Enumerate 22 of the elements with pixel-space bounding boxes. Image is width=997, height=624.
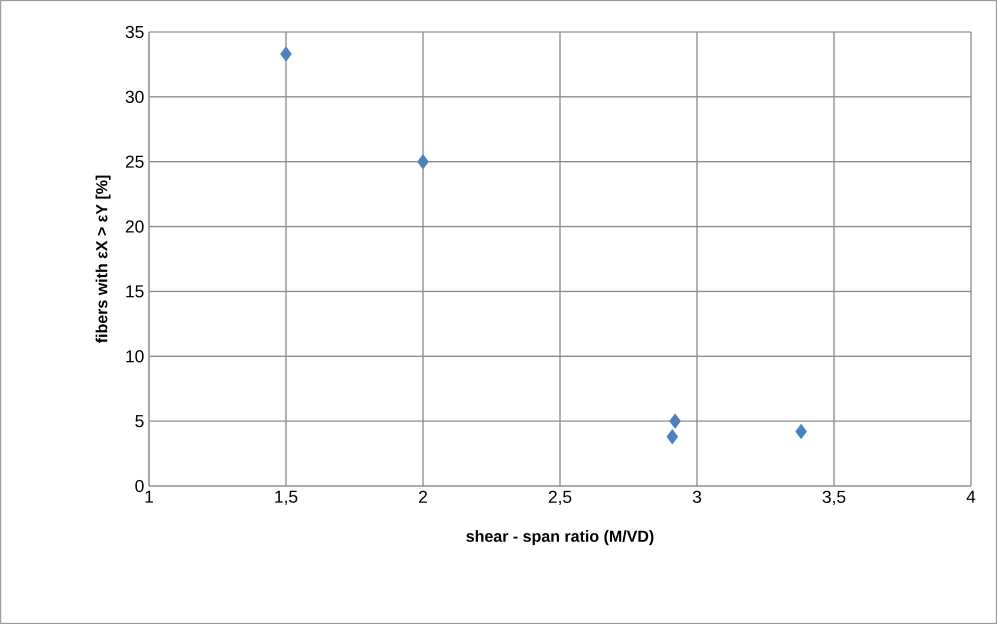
y-tick-label: 0 (135, 480, 144, 492)
x-tick-label: 2 (419, 490, 427, 503)
x-tick-label: 2,5 (548, 490, 572, 506)
point (666, 429, 678, 444)
point (417, 154, 429, 170)
point (669, 414, 681, 429)
x-tick-label: 3,5 (822, 490, 846, 506)
point (280, 46, 292, 62)
y-tick-label: 15 (126, 285, 144, 298)
x-axis-title: shear - span ratio (M/VD) (466, 530, 654, 546)
x-tick-label: 3 (692, 490, 702, 503)
y-axis-title: fibers with εX > εY [%] (96, 176, 111, 343)
x-tick-label: 1 (146, 490, 153, 503)
y-tick-label: 35 (126, 26, 144, 38)
x-tick-label: 4 (966, 490, 976, 503)
point (795, 424, 807, 440)
y-tick-label: 25 (126, 156, 144, 168)
x-tick-label: 1,5 (275, 490, 298, 505)
y-tick-label: 20 (126, 220, 144, 233)
y-tick-label: 5 (135, 415, 144, 428)
y-tick-label: 10 (126, 350, 144, 362)
y-tick-label: 30 (126, 90, 144, 103)
